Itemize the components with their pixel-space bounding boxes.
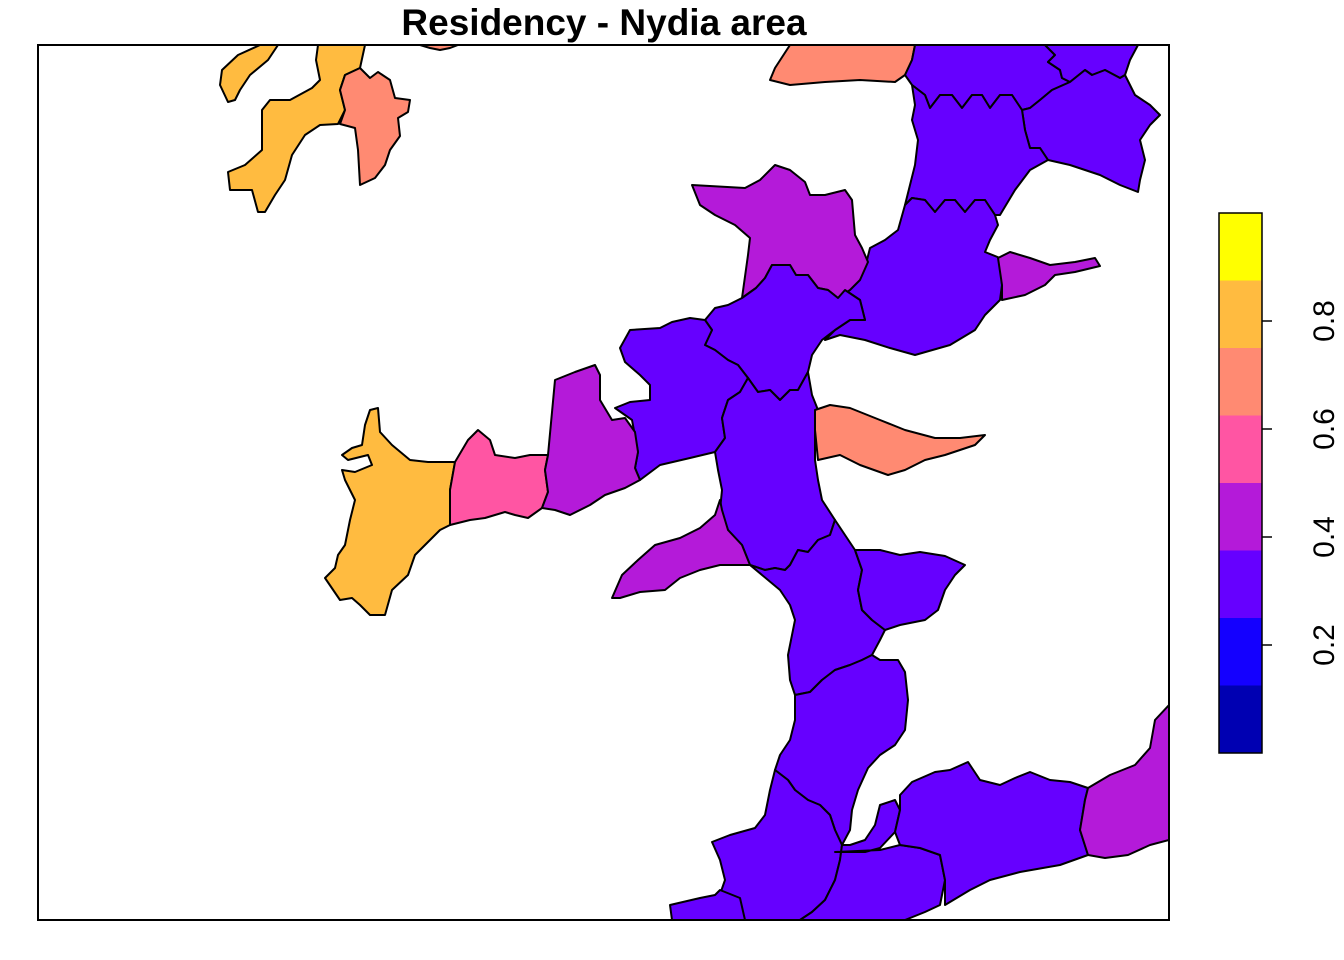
legend-swatch-2 (1219, 618, 1262, 686)
region-violet-southeast (1079, 704, 1169, 859)
legend-tick-label: 0.6 (1308, 408, 1341, 450)
map-title: Residency - Nydia area (401, 2, 807, 43)
region-violet-sw (611, 499, 751, 599)
legend-swatch-4 (1219, 483, 1262, 551)
region-purple-southwest (669, 889, 746, 920)
legend-tick-label: 0.2 (1308, 624, 1341, 666)
legend-swatch-6 (1219, 348, 1262, 416)
region-violet-west (541, 364, 641, 516)
region-salmon-ne (769, 45, 916, 86)
legend-tick-label: 0.4 (1308, 516, 1341, 558)
map-regions (219, 45, 1169, 920)
legend-swatch-1 (1219, 685, 1262, 753)
region-purple-east-lobe (854, 549, 966, 631)
legend-swatch-7 (1219, 280, 1262, 348)
region-pink-west (449, 429, 549, 526)
plot-frame (37, 44, 1170, 921)
legend-swatch-5 (1219, 415, 1262, 483)
region-salmon-top-sliver (419, 45, 459, 51)
legend-tick-label: 0.8 (1308, 300, 1341, 342)
region-purple-ne-4 (904, 84, 1049, 216)
region-orange-west (324, 407, 456, 616)
region-salmon-central (814, 404, 986, 476)
legend-colorbar (1218, 212, 1263, 754)
legend-frame (1218, 212, 1263, 754)
region-violet-east (997, 251, 1101, 301)
legend-axis: 0.2 0.4 0.6 0.8 (1262, 300, 1341, 666)
legend-swatch-8 (1219, 213, 1262, 281)
region-salmon-nw (339, 67, 411, 186)
region-orange-nw-1 (219, 45, 279, 103)
legend-swatch-3 (1219, 550, 1262, 618)
